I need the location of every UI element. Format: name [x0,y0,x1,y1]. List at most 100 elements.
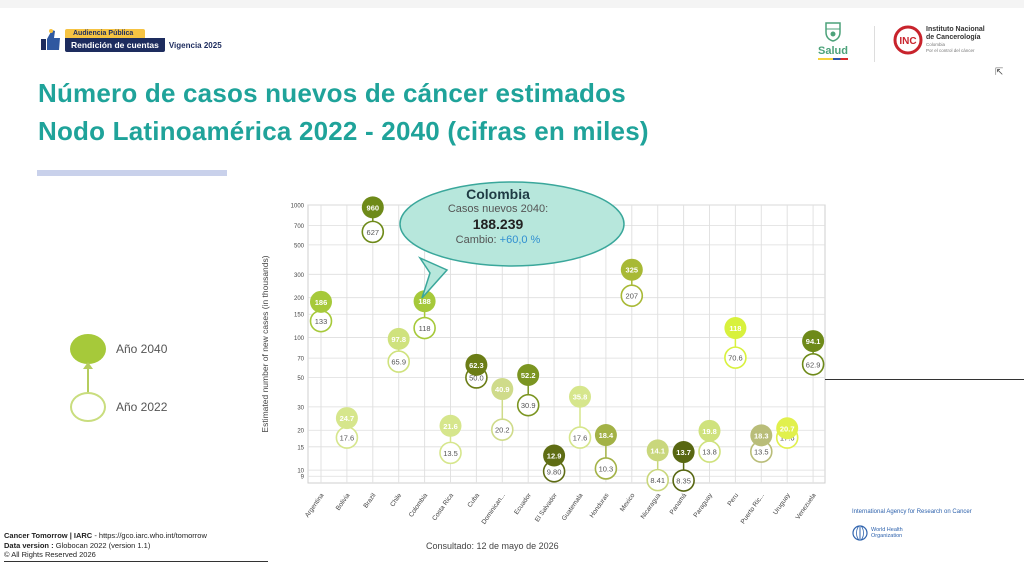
point-2040 [646,439,669,462]
point-2022 [361,220,385,244]
point-2040 [750,424,773,447]
x-tick-label: Uruguay [772,492,792,517]
y-tick-labels: 1000 700 500 300 200 150 100 70 50 30 20 15 109 [291,204,305,481]
point-2022-label: 13.8 [702,448,717,457]
point-2022 [387,350,411,373]
data-version-label: Data version : [4,540,54,550]
point-2040-label: 18.3 [754,431,769,440]
tooltip-bubble[interactable] [399,181,625,299]
top-bar [0,0,1024,8]
point-2022 [568,426,592,449]
point-2022-label: 30.9 [521,401,536,410]
point-2040 [620,258,643,281]
source-url: - https://gco.iarc.who.int/tomorrow [92,531,207,540]
x-tick-label: El Salvador [534,491,559,523]
point-2040 [439,414,462,437]
source-underline [4,561,268,562]
point-2040 [698,419,721,442]
point-2040-label: 14.1 [650,446,665,455]
legend-arrow [87,366,89,393]
point-2040-label: 20.7 [780,424,795,433]
inc-logo: INC Instituto Nacional de Cancerología C… [893,25,985,55]
point-2022 [724,346,747,369]
logo-divider [874,26,875,62]
flag-stripe [818,58,848,60]
legend-dot-2040 [70,334,106,364]
y-tick-label: 20 [297,429,304,435]
source-title: Cancer Tomorrow | IARC [4,531,93,540]
who-emblem-icon [852,525,868,541]
data-version-value: Globocan 2022 (version 1.1) [53,540,151,550]
point-2040 [543,444,566,467]
copyright: © All Rights Reserved 2026 [4,550,96,559]
point-2040 [594,424,617,447]
brand-line2: Rendición de cuentas [65,37,165,52]
y-tick-label: 50 [297,376,304,382]
point-2040 [802,330,825,353]
legend-dot-2022 [70,392,106,422]
svg-text:INC: INC [899,36,916,47]
x-tick-label: Colombia [408,492,430,519]
point-2022 [620,284,644,307]
point-2040 [310,290,332,313]
salud-label: Salud [818,45,848,57]
y-tick-label: 70 [297,357,304,363]
point-2040-label: 325 [626,266,639,275]
point-2040-label: 13.7 [676,448,691,457]
inc-line1: Instituto Nacional [926,26,985,33]
point-2040-label: 118 [729,324,741,333]
y-tick-label: 10 [297,469,304,475]
point-2040-label: 62.3 [469,361,484,370]
point-2022-label: 8.41 [650,476,665,485]
x-tick-labels: Argentina Bolivia Brazil Chile Colombia Costa… [304,491,818,525]
y-tick-label: 30 [297,405,304,411]
inc-line4: Por el control del cáncer [926,48,975,53]
y-tick-label: 300 [294,273,305,279]
title-underline [37,170,227,176]
tooltip-country: Colombia [466,186,530,202]
tooltip-value: 188.239 [472,216,524,232]
thumbs-up-icon [41,29,60,50]
x-tick-label: Dominican... [480,492,507,526]
point-2022 [672,469,695,492]
point-2040-label: 94.1 [806,337,821,346]
x-tick-label: Brazil [362,492,377,510]
x-tick-label: Guatemala [561,492,585,522]
inc-line3: Colombia [926,42,946,47]
point-2040-label: 12.9 [547,451,562,460]
point-2040 [491,378,514,401]
tooltip-change: Cambio: +60,0 % [398,234,598,246]
point-2022-label: 50.0 [469,373,484,382]
point-2040 [465,353,488,376]
point-2022-label: 9.80 [547,467,562,476]
salud-logo: Salud [810,20,856,60]
point-2022-label: 65.9 [391,358,406,367]
point-2040 [387,327,410,350]
x-tick-label: Cuba [466,492,481,509]
legend-label-2040: Año 2040 [116,342,168,356]
tooltip-change-label: Cambio: [455,234,497,246]
point-2022-label: 627 [367,228,380,237]
legend-label-2022: Año 2022 [116,400,168,414]
mouse-cursor-icon: ⇱ [995,67,1004,78]
series-2040: 186 24.7 960 97.8 188 21.6 62.3 40.9 52.2 12.9 35.… [310,196,825,467]
point-2040 [724,317,747,340]
point-2040-label: 188 [418,297,431,306]
slide-title: Número de casos nuevos de cáncer estimad… [38,74,649,150]
point-2022 [516,393,540,417]
x-tick-label: Honduras [589,492,611,520]
point-2040-label: 21.6 [443,422,458,431]
point-2022-label: 62.9 [806,360,821,369]
point-2022-label: 133 [315,317,328,326]
point-2022-label: 20.2 [495,426,510,435]
divider-line [825,379,1024,380]
x-tick-label: Peru [726,492,740,508]
legend-2022: Año 2022 [70,392,167,422]
source-block: Cancer Tomorrow | IARC - https://gco.iar… [4,531,207,560]
y-axis-label: Estimated number of new cases (in thousa… [260,255,270,432]
x-tick-label: Argentina [304,492,326,519]
point-2040-label: 186 [315,298,328,307]
x-tick-label: Mexico [619,492,637,513]
point-2040 [569,385,591,408]
inc-line2: de Cancerología [926,34,981,41]
